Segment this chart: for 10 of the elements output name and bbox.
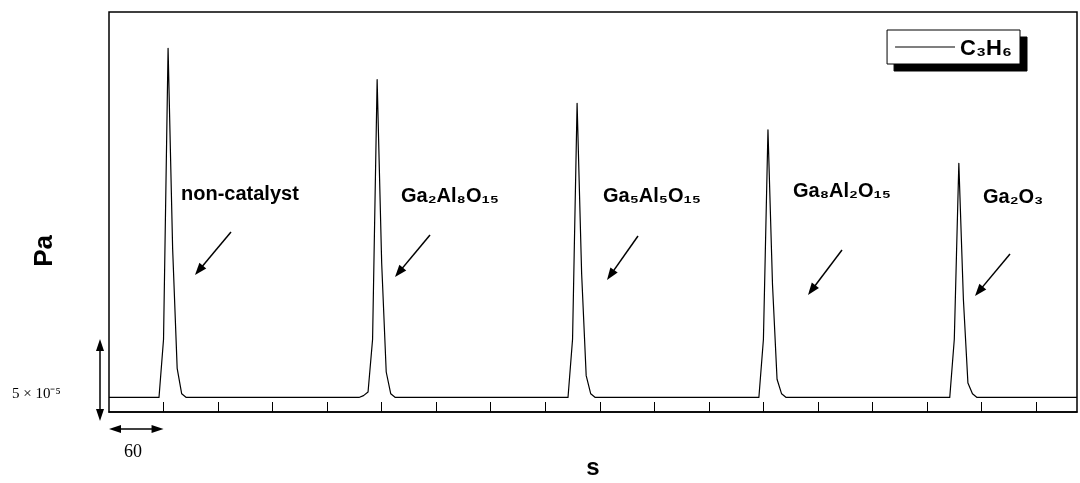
annotation: non-catalyst [181,182,300,204]
annotation: Ga₈Al₂O₁₅ [793,179,891,201]
x-axis-title: s [586,452,600,480]
annotation: Ga₂Al₈O₁₅ [401,184,499,206]
legend-label: C₃H₆ [960,34,1013,60]
y-axis-title: Pa [28,234,58,267]
text: 60 [124,441,142,461]
text: 5 × 10⁻⁵ [12,384,61,401]
annotation: Ga₂O₃ [983,185,1044,207]
annotation: Ga₅Al₅O₁₅ [603,184,702,206]
